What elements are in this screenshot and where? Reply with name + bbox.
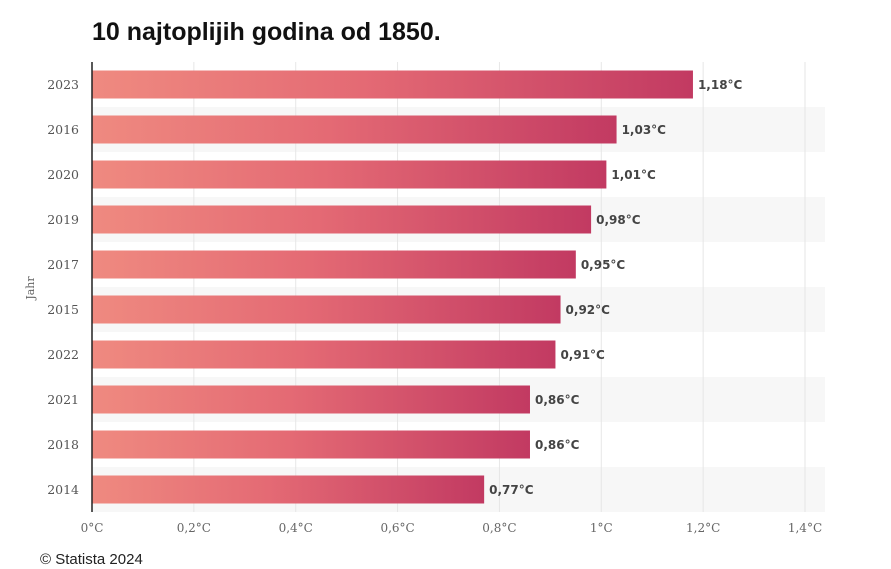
x-tick-label: 1,2°C	[686, 521, 720, 535]
bar	[92, 340, 556, 369]
value-label: 0,77°C	[489, 483, 534, 497]
bar	[92, 205, 592, 234]
y-category-label: 2018	[47, 437, 79, 452]
value-label: 1,03°C	[622, 123, 667, 137]
bar	[92, 475, 485, 504]
y-category-label: 2017	[47, 257, 79, 272]
bar	[92, 115, 617, 144]
x-tick-label: 0,2°C	[177, 521, 211, 535]
value-label: 0,91°C	[560, 348, 605, 362]
y-category-label: 2016	[47, 122, 79, 137]
chart-title: 10 najtoplijih godina od 1850.	[92, 18, 441, 46]
y-category-label: 2015	[47, 302, 79, 317]
value-label: 0,86°C	[535, 438, 580, 452]
x-tick-label: 1,4°C	[788, 521, 822, 535]
copyright-credit: © Statista 2024	[40, 551, 143, 568]
bar	[92, 295, 561, 324]
bar	[92, 250, 576, 279]
value-label: 0,98°C	[596, 213, 641, 227]
x-tick-label: 0°C	[81, 521, 104, 535]
y-axis-title: Jahr	[24, 276, 37, 301]
value-label: 0,95°C	[581, 258, 626, 272]
y-category-label: 2014	[47, 482, 79, 497]
x-tick-label: 0,8°C	[482, 521, 516, 535]
bar	[92, 385, 530, 414]
x-tick-label: 0,6°C	[380, 521, 414, 535]
y-category-label: 2023	[47, 77, 79, 92]
x-tick-label: 1°C	[590, 521, 613, 535]
bar	[92, 430, 530, 459]
y-category-label: 2021	[47, 392, 79, 407]
y-category-label: 2022	[47, 347, 79, 362]
x-tick-label: 0,4°C	[279, 521, 313, 535]
value-label: 1,01°C	[611, 168, 656, 182]
bar	[92, 160, 607, 189]
bar	[92, 70, 693, 99]
y-category-label: 2020	[47, 167, 79, 182]
y-category-label: 2019	[47, 212, 79, 227]
value-label: 0,92°C	[566, 303, 611, 317]
value-label: 0,86°C	[535, 393, 580, 407]
value-label: 1,18°C	[698, 78, 743, 92]
